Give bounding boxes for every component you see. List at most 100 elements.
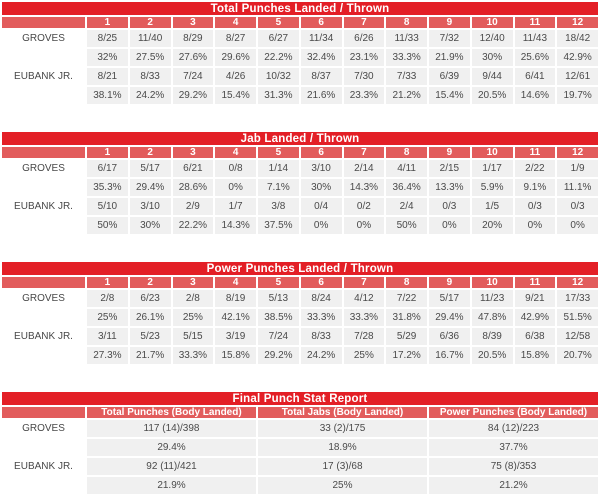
- round-header-cell: 3: [170, 145, 216, 160]
- round-header-cell: 9: [427, 145, 472, 160]
- value-cell: 2/22: [512, 158, 558, 179]
- value-cell: 33 (2)/175: [256, 418, 429, 439]
- percent-cell: 33.3%: [341, 307, 387, 328]
- percent-cell: 42.1%: [213, 307, 258, 328]
- value-cell: 9/21: [512, 288, 558, 309]
- value-cell: 6/39: [427, 66, 472, 87]
- value-cell: 1/14: [256, 158, 301, 179]
- round-header-cell: 2: [127, 275, 173, 290]
- round-header-cell: 12: [555, 145, 600, 160]
- value-cell: 1/5: [469, 196, 515, 217]
- value-cell: 8/21: [85, 66, 130, 87]
- table-final-report: Final Punch Stat Report Total Punches (Bo…: [0, 390, 600, 496]
- percent-cell: 27.3%: [85, 345, 130, 366]
- percent-cell: 21.9%: [427, 47, 472, 68]
- value-cell: 2/4: [384, 196, 429, 217]
- round-header-cell: 10: [469, 275, 515, 290]
- fighter-name-cell: EUBANK JR.: [0, 326, 87, 347]
- value-cell: 8/39: [469, 326, 515, 347]
- value-cell: 8/24: [298, 288, 344, 309]
- percent-cell: 0%: [298, 215, 344, 236]
- value-cell: 8/29: [170, 28, 216, 49]
- percent-cell: 20.7%: [555, 345, 600, 366]
- value-cell: 18/42: [555, 28, 600, 49]
- value-cell: 3/19: [213, 326, 258, 347]
- round-header-cell: 7: [341, 15, 387, 30]
- value-cell: 5/10: [85, 196, 130, 217]
- value-cell: 11/33: [384, 28, 429, 49]
- percent-cell: 19.7%: [555, 85, 600, 106]
- round-header-cell: 6: [298, 145, 344, 160]
- name-spacer-cell: [0, 475, 87, 496]
- value-cell: 5/23: [127, 326, 173, 347]
- round-header-cell: 5: [256, 15, 301, 30]
- percent-cell: 47.8%: [469, 307, 515, 328]
- value-cell: 7/30: [341, 66, 387, 87]
- percent-cell: 14.3%: [213, 215, 258, 236]
- round-header-cell: 2: [127, 15, 173, 30]
- percent-cell: 13.3%: [427, 177, 472, 198]
- percent-cell: 29.2%: [256, 345, 301, 366]
- round-header-cell: 8: [384, 275, 429, 290]
- value-cell: 5/15: [170, 326, 216, 347]
- percent-cell: 0%: [427, 215, 472, 236]
- value-cell: 17/33: [555, 288, 600, 309]
- value-cell: 2/15: [427, 158, 472, 179]
- percent-cell: 15.4%: [427, 85, 472, 106]
- value-cell: 17 (3)/68: [256, 456, 429, 477]
- percent-cell: 14.6%: [512, 85, 558, 106]
- value-cell: 7/24: [256, 326, 301, 347]
- round-header-cell: 9: [427, 15, 472, 30]
- value-cell: 4/26: [213, 66, 258, 87]
- value-cell: 6/41: [512, 66, 558, 87]
- percent-cell: 15.8%: [213, 345, 258, 366]
- value-cell: 11/40: [127, 28, 173, 49]
- value-cell: 3/10: [298, 158, 344, 179]
- percent-cell: 25%: [256, 475, 429, 496]
- fighter-name-cell: GROVES: [0, 28, 87, 49]
- value-cell: 5/29: [384, 326, 429, 347]
- round-header-cell: 4: [213, 145, 258, 160]
- value-cell: 7/22: [384, 288, 429, 309]
- corner-header-cell: [0, 145, 87, 160]
- percent-cell: 27.5%: [127, 47, 173, 68]
- value-cell: 8/33: [127, 66, 173, 87]
- percent-cell: 15.8%: [512, 345, 558, 366]
- percent-cell: 21.2%: [427, 475, 600, 496]
- value-cell: 7/28: [341, 326, 387, 347]
- round-header-cell: 4: [213, 275, 258, 290]
- percent-cell: 0%: [341, 215, 387, 236]
- fighter-name-cell: GROVES: [0, 418, 87, 439]
- value-cell: 1/7: [213, 196, 258, 217]
- percent-cell: 21.2%: [384, 85, 429, 106]
- value-cell: 4/12: [341, 288, 387, 309]
- value-cell: 5/17: [127, 158, 173, 179]
- value-cell: 11/43: [512, 28, 558, 49]
- percent-cell: 24.2%: [127, 85, 173, 106]
- round-header-cell: 9: [427, 275, 472, 290]
- value-cell: 12/61: [555, 66, 600, 87]
- round-header-cell: 8: [384, 15, 429, 30]
- round-header-cell: 11: [512, 15, 558, 30]
- value-cell: 75 (8)/353: [427, 456, 600, 477]
- value-cell: 12/58: [555, 326, 600, 347]
- fighter-name-cell: GROVES: [0, 288, 87, 309]
- percent-cell: 29.4%: [85, 437, 258, 458]
- value-cell: 6/36: [427, 326, 472, 347]
- value-cell: 0/3: [555, 196, 600, 217]
- column-header-cell: Total Punches (Body Landed): [85, 405, 258, 420]
- round-header-cell: 11: [512, 275, 558, 290]
- value-cell: 8/33: [298, 326, 344, 347]
- name-spacer-cell: [0, 345, 87, 366]
- percent-cell: 11.1%: [555, 177, 600, 198]
- percent-cell: 20.5%: [469, 85, 515, 106]
- percent-cell: 16.7%: [427, 345, 472, 366]
- percent-cell: 24.2%: [298, 345, 344, 366]
- percent-cell: 28.6%: [170, 177, 216, 198]
- percent-cell: 31.8%: [384, 307, 429, 328]
- value-cell: 84 (12)/223: [427, 418, 600, 439]
- table-title: Jab Landed / Thrown: [0, 130, 600, 147]
- value-cell: 117 (14)/398: [85, 418, 258, 439]
- round-header-cell: 8: [384, 145, 429, 160]
